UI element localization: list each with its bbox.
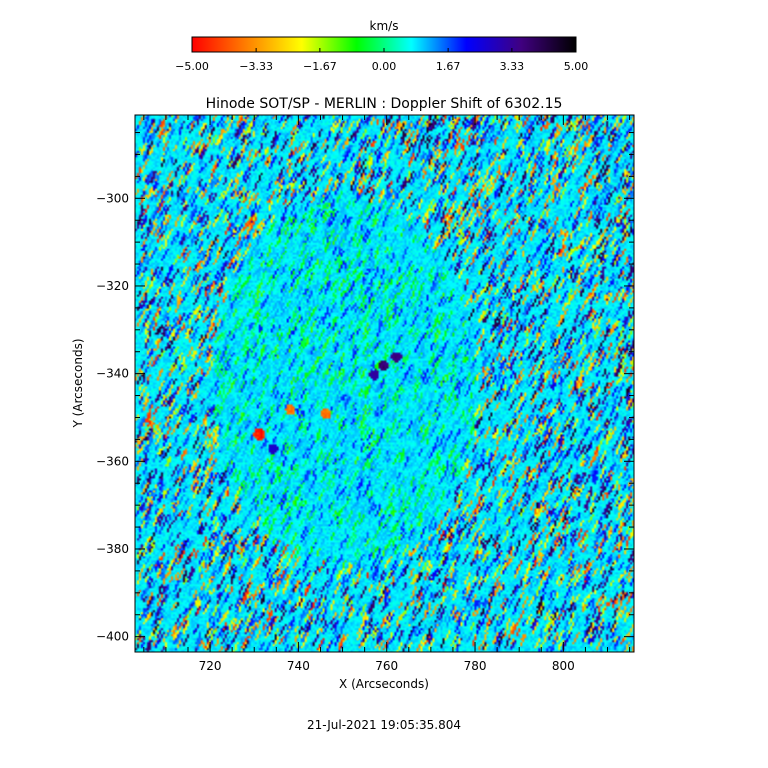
- axis-ticks: 720 740 760 780 800 −300 −320 −340 −360 −380 −400: [96, 115, 634, 673]
- y-axis-label: Y (Arcseconds): [71, 338, 85, 428]
- x-tick-label: 780: [464, 659, 487, 673]
- x-axis-label: X (Arcseconds): [339, 677, 429, 691]
- plot-area: [135, 115, 634, 652]
- y-tick-label: −380: [96, 542, 129, 556]
- colorbar-tick-label: −3.33: [239, 60, 273, 73]
- y-tick-label: −340: [96, 367, 129, 381]
- x-tick-label: 740: [287, 659, 310, 673]
- y-tick-label: −300: [96, 191, 129, 205]
- colorbar-tick-label: 0.00: [372, 60, 397, 73]
- colorbar-tick-label: 3.33: [500, 60, 525, 73]
- x-tick-label: 760: [375, 659, 398, 673]
- plot-frame: [134, 114, 635, 653]
- doppler-heatmap: [135, 115, 634, 652]
- x-tick-label: 720: [199, 659, 222, 673]
- y-tick-label: −400: [96, 630, 129, 644]
- colorbar-tick-label: 1.67: [436, 60, 461, 73]
- y-tick-label: −320: [96, 279, 129, 293]
- x-tick-label: 800: [552, 659, 575, 673]
- colorbar-ticks: −5.00 −3.33 −1.67 0.00 1.67 3.33 5.00: [175, 48, 588, 73]
- chart-title: Hinode SOT/SP - MERLIN : Doppler Shift o…: [206, 96, 563, 112]
- colorbar-tick-label: −1.67: [303, 60, 337, 73]
- colorbar-tick-label: 5.00: [564, 60, 589, 73]
- y-tick-label: −360: [96, 454, 129, 468]
- colorbar-tick-label: −5.00: [175, 60, 209, 73]
- timestamp: 21-Jul-2021 19:05:35.804: [307, 718, 461, 732]
- colorbar-label: km/s: [370, 19, 399, 33]
